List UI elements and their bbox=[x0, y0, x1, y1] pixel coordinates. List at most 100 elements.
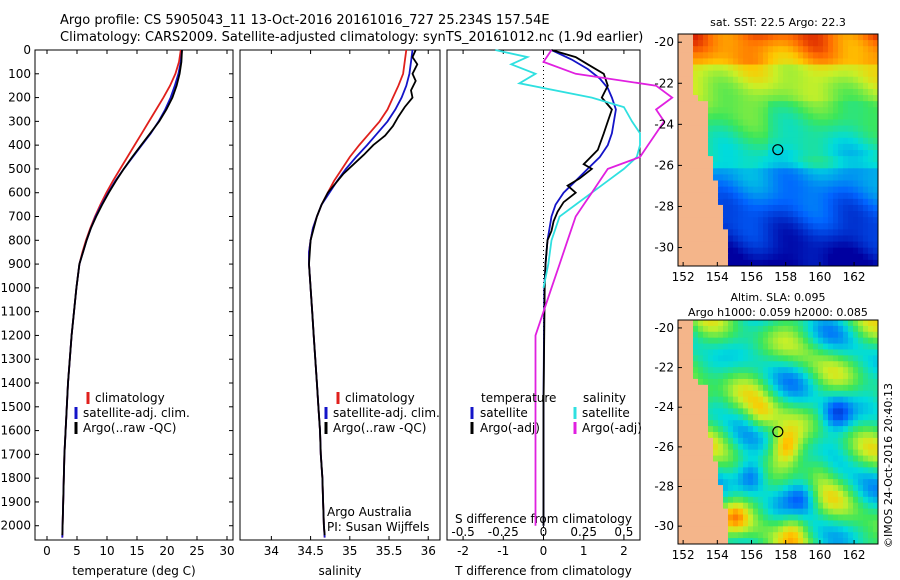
map-cell bbox=[748, 125, 754, 133]
map-cell bbox=[683, 337, 689, 345]
map-cell bbox=[778, 373, 784, 380]
map-cell bbox=[873, 64, 879, 72]
map-cell bbox=[758, 538, 764, 545]
map-cell bbox=[843, 432, 849, 439]
map-cell bbox=[818, 64, 824, 72]
map-cell bbox=[783, 355, 789, 362]
map-cell bbox=[748, 443, 754, 451]
map-cell bbox=[718, 331, 724, 339]
map-cell bbox=[773, 198, 779, 206]
temperature-panel: 0100200300400500600700800900100011001200… bbox=[0, 43, 234, 578]
map-cell bbox=[688, 174, 694, 182]
map-cell bbox=[768, 241, 774, 249]
map-cell bbox=[798, 355, 804, 362]
map-cell bbox=[753, 414, 759, 421]
map-cell bbox=[843, 443, 849, 451]
map-cell bbox=[858, 420, 864, 427]
map-cell bbox=[868, 235, 874, 243]
map-cell bbox=[813, 526, 819, 533]
map-cell bbox=[708, 414, 714, 421]
map-cell bbox=[688, 426, 694, 433]
map-cell bbox=[703, 192, 709, 200]
legend-sal-argo-label: Argo(..raw -QC) bbox=[333, 421, 426, 435]
map-cell bbox=[753, 331, 759, 339]
map-cell bbox=[848, 217, 854, 224]
map-cell bbox=[728, 320, 734, 327]
map-cell bbox=[768, 211, 774, 218]
map-cell bbox=[788, 426, 794, 433]
map-cell bbox=[823, 156, 829, 163]
map-cell bbox=[763, 443, 769, 451]
map-cell bbox=[778, 526, 784, 533]
map-cell bbox=[713, 229, 719, 236]
map-cell bbox=[818, 162, 824, 169]
map-cell bbox=[833, 349, 839, 356]
map-cell bbox=[798, 337, 804, 345]
map-cell bbox=[723, 496, 729, 504]
map-cell bbox=[788, 82, 794, 90]
map-cell bbox=[793, 46, 799, 53]
map-cell bbox=[853, 247, 859, 255]
map-cell bbox=[733, 150, 739, 157]
map-cell bbox=[788, 186, 794, 194]
map-cell bbox=[873, 461, 879, 468]
map-cell bbox=[858, 113, 864, 120]
map-cell bbox=[708, 378, 714, 386]
map-cell bbox=[698, 461, 704, 468]
map-cell bbox=[843, 485, 849, 492]
map-cell bbox=[703, 325, 709, 333]
map-cell bbox=[748, 396, 754, 404]
map-cell bbox=[828, 325, 834, 333]
map-cell bbox=[693, 408, 699, 415]
map-cell bbox=[748, 131, 754, 139]
map-cell bbox=[863, 485, 869, 492]
map-cell bbox=[838, 355, 844, 362]
map-cell bbox=[713, 532, 719, 539]
map-cell bbox=[873, 343, 879, 350]
map-cell bbox=[863, 150, 869, 157]
map-cell bbox=[698, 186, 704, 194]
map-cell bbox=[743, 408, 749, 415]
map-cell bbox=[753, 367, 759, 374]
map-cell bbox=[723, 408, 729, 415]
map-cell bbox=[678, 449, 684, 457]
map-cell bbox=[713, 361, 719, 368]
map-cell bbox=[723, 241, 729, 249]
map-cell bbox=[743, 514, 749, 521]
map-cell bbox=[808, 113, 814, 120]
map-cell bbox=[853, 325, 859, 333]
map-cell bbox=[728, 420, 734, 427]
map-cell bbox=[793, 408, 799, 415]
map-cell bbox=[723, 137, 729, 145]
map-cell bbox=[778, 467, 784, 474]
map-cell bbox=[858, 532, 864, 539]
map-cell bbox=[783, 367, 789, 374]
plot-frame bbox=[34, 49, 234, 541]
map-cell bbox=[798, 532, 804, 539]
map-cell bbox=[853, 125, 859, 133]
map-cell bbox=[863, 247, 869, 255]
map-cell bbox=[728, 174, 734, 182]
map-cell bbox=[753, 373, 759, 380]
map-cell bbox=[818, 113, 824, 120]
map-cell bbox=[773, 325, 779, 333]
map-cell bbox=[793, 485, 799, 492]
map-cell bbox=[818, 355, 824, 362]
map-cell bbox=[813, 467, 819, 474]
s-tick-label: -0.25 bbox=[488, 525, 519, 539]
map-cell bbox=[773, 361, 779, 368]
map-cell bbox=[688, 414, 694, 421]
map-cell bbox=[768, 349, 774, 356]
map-cell bbox=[783, 508, 789, 516]
map-cell bbox=[688, 82, 694, 90]
map-cell bbox=[808, 325, 814, 333]
map-cell bbox=[818, 432, 824, 439]
map-cell bbox=[733, 485, 739, 492]
map-cell bbox=[823, 437, 829, 445]
map-cell bbox=[748, 253, 754, 261]
map-x-tick-label: 154 bbox=[706, 548, 729, 562]
map-cell bbox=[838, 367, 844, 374]
map-cell bbox=[863, 113, 869, 120]
map-cell bbox=[863, 373, 869, 380]
map-cell bbox=[733, 508, 739, 516]
